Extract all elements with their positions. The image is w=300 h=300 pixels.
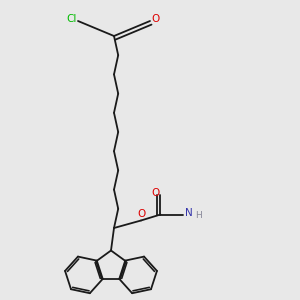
Text: N: N	[184, 208, 192, 218]
Text: O: O	[137, 209, 145, 219]
Text: O: O	[152, 14, 160, 25]
Text: H: H	[195, 211, 202, 220]
Text: O: O	[151, 188, 159, 198]
Text: Cl: Cl	[66, 14, 76, 25]
